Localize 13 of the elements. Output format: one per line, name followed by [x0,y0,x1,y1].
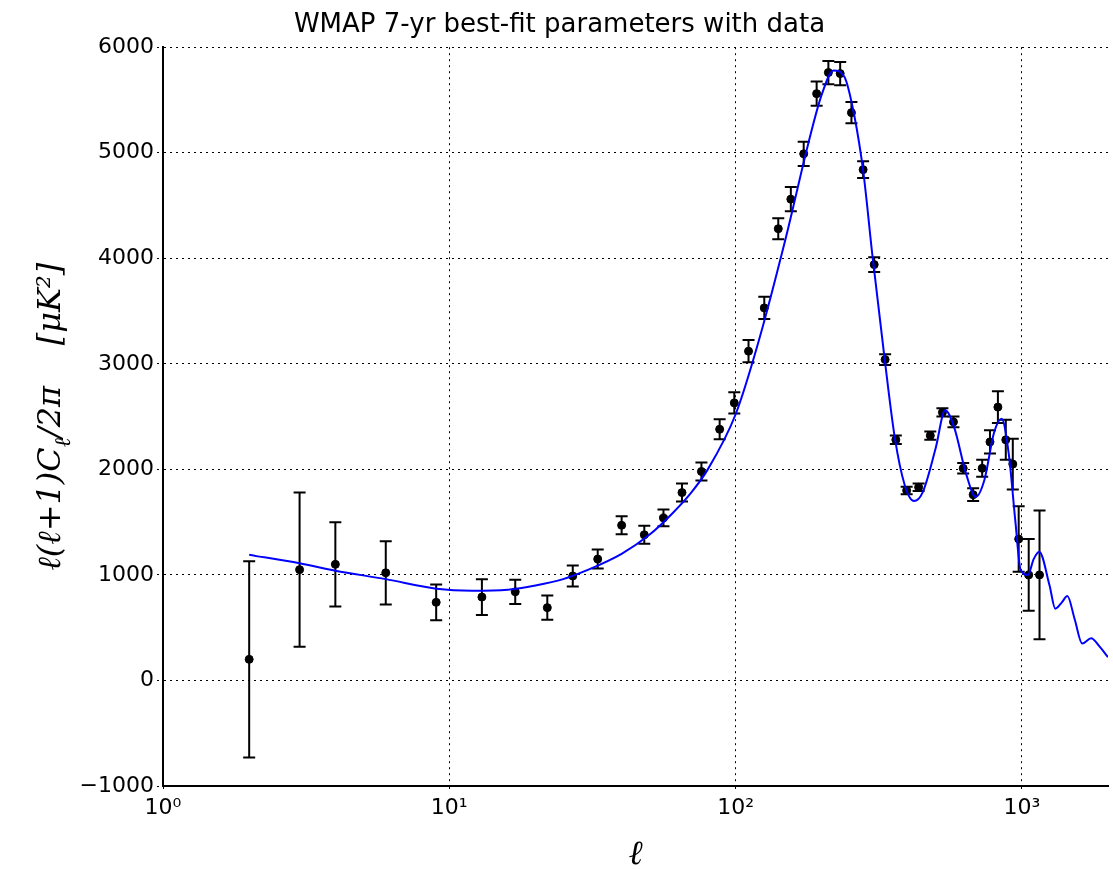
x-axis-title: ℓ [628,832,643,870]
y-tick-label: 5000 [98,138,154,164]
y-tick-label: 2000 [98,455,154,481]
chart-title: WMAP 7-yr best-fit parameters with data [293,8,826,39]
y-tick-label: 4000 [98,244,154,269]
y-tick-label: 3000 [98,349,154,375]
x-tick-label: 10³ [1003,793,1041,819]
y-tick-label: 6000 [98,32,154,58]
x-tick-label: 10¹ [430,793,468,819]
x-tick-label: 10² [717,793,754,819]
y-tick-label: 1000 [98,560,154,586]
y-axis-title: ℓ(ℓ+1)Cℓ/2π [μK²] [30,262,75,571]
y-tick-label: 0 [140,666,154,692]
